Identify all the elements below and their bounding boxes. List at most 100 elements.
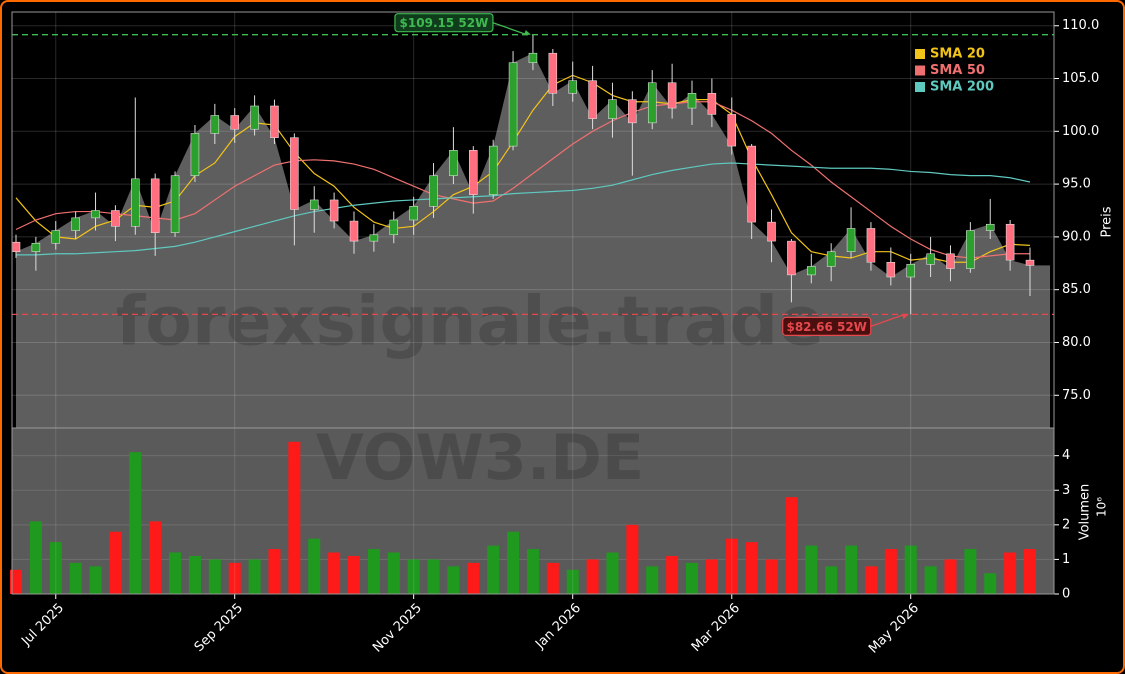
candle-body xyxy=(548,52,558,94)
volume-bar xyxy=(89,566,102,594)
candle-body xyxy=(290,137,299,210)
candle-body xyxy=(309,199,319,210)
annotation-label: $109.15 52W xyxy=(400,16,489,30)
candle-body xyxy=(687,93,697,109)
candle-body xyxy=(568,80,577,94)
watermark: forexsignale.trade xyxy=(116,283,825,362)
volume-bar xyxy=(884,549,897,594)
volume-bar xyxy=(208,559,221,594)
y-tick-label: 100.0 xyxy=(1062,124,1099,139)
y-tick-label: 95.0 xyxy=(1062,177,1091,192)
volume-bar xyxy=(328,552,341,594)
candle-body xyxy=(270,105,279,138)
annotation-arrowhead xyxy=(901,313,909,320)
sma-line xyxy=(15,101,1030,259)
volume-bar xyxy=(745,542,758,594)
volume-bar xyxy=(427,559,440,594)
candle-body xyxy=(1005,223,1015,261)
candle-body xyxy=(846,228,856,252)
y-tick-label: 85.0 xyxy=(1062,282,1091,297)
candle-body xyxy=(71,217,80,231)
candle-body xyxy=(31,242,41,252)
candle-body xyxy=(51,230,61,244)
candle-body xyxy=(906,264,915,278)
legend-label: SMA 50 xyxy=(930,63,985,78)
volume-bar xyxy=(626,524,639,594)
candle-body xyxy=(747,145,756,223)
y-tick-label: 105.0 xyxy=(1062,71,1099,86)
volume-bar xyxy=(765,559,778,594)
candle-body xyxy=(667,82,677,109)
y-tick-label: 90.0 xyxy=(1062,229,1091,244)
volume-bar xyxy=(1024,549,1036,594)
candle-body xyxy=(409,206,418,221)
y-tick-label: 80.0 xyxy=(1062,335,1091,350)
legend-swatch xyxy=(915,82,925,92)
x-tick-label: Jul 2025 xyxy=(18,601,67,650)
candle-body xyxy=(787,240,796,276)
y-tick-label: 3 xyxy=(1062,483,1070,498)
x-tick-label: Nov 2025 xyxy=(370,601,425,656)
annotation-box xyxy=(394,13,494,33)
volume-bar xyxy=(825,566,838,594)
sma-line xyxy=(16,162,1031,256)
volume-bar xyxy=(606,552,619,594)
volume-bar xyxy=(169,552,182,594)
x-tick-label: Jan 2026 xyxy=(532,601,584,653)
candle-body xyxy=(210,115,220,134)
candle-body xyxy=(727,114,737,147)
annotation-arrowhead xyxy=(523,29,531,36)
volume-bar xyxy=(149,521,162,594)
volume-bar xyxy=(109,531,122,594)
volume-bar xyxy=(864,566,877,594)
y-tick-label: 0 xyxy=(1062,587,1070,602)
candle-body xyxy=(1025,259,1035,266)
volume-bar xyxy=(666,555,679,594)
candle-body xyxy=(389,219,399,236)
volume-bar xyxy=(10,569,22,594)
y-tick-label: 1 xyxy=(1062,552,1070,567)
candle-body xyxy=(767,221,776,242)
candle-body xyxy=(608,99,617,119)
candle-body xyxy=(588,80,597,119)
y-tick-label: 2 xyxy=(1062,517,1070,532)
candle-body xyxy=(349,220,359,242)
candle-body xyxy=(488,145,498,195)
y-tick-label: 4 xyxy=(1062,448,1070,463)
volume-bar xyxy=(705,559,718,594)
volume-bar xyxy=(407,559,420,594)
candle-body xyxy=(985,223,995,231)
y-tick-label: 110.0 xyxy=(1062,18,1099,33)
candle-body xyxy=(826,251,836,267)
candle-body xyxy=(807,266,816,276)
volume-bar xyxy=(467,562,480,594)
volume-bar xyxy=(964,549,977,594)
candle-body xyxy=(170,175,180,233)
volume-bar xyxy=(1004,552,1017,594)
y-tick-label: 75.0 xyxy=(1062,388,1091,403)
volume-bar xyxy=(387,552,400,594)
volume-bar xyxy=(904,545,917,594)
volume-bar xyxy=(367,549,380,594)
candle-body xyxy=(111,210,120,227)
y-axis-label: Preis xyxy=(1100,206,1115,237)
legend-label: SMA 20 xyxy=(930,47,985,62)
candle-body xyxy=(707,93,717,115)
candle-body xyxy=(131,178,140,227)
x-tick-label: May 2026 xyxy=(866,601,922,657)
volume-frame xyxy=(11,427,1055,595)
candle-body xyxy=(966,230,975,269)
annotation-label: $82.66 52W xyxy=(786,320,866,334)
candle-body xyxy=(230,115,239,130)
candle-body xyxy=(946,253,955,269)
volume-bar xyxy=(566,569,579,594)
volume-bar xyxy=(29,521,42,594)
candle-body xyxy=(190,133,200,176)
legend-label: SMA 200 xyxy=(930,80,994,95)
volume-bar xyxy=(49,542,62,594)
y-axis-label: Volumen xyxy=(1078,484,1093,541)
volume-bar xyxy=(447,566,460,594)
x-tick-label: Mar 2026 xyxy=(689,601,743,655)
volume-bar xyxy=(188,555,201,594)
